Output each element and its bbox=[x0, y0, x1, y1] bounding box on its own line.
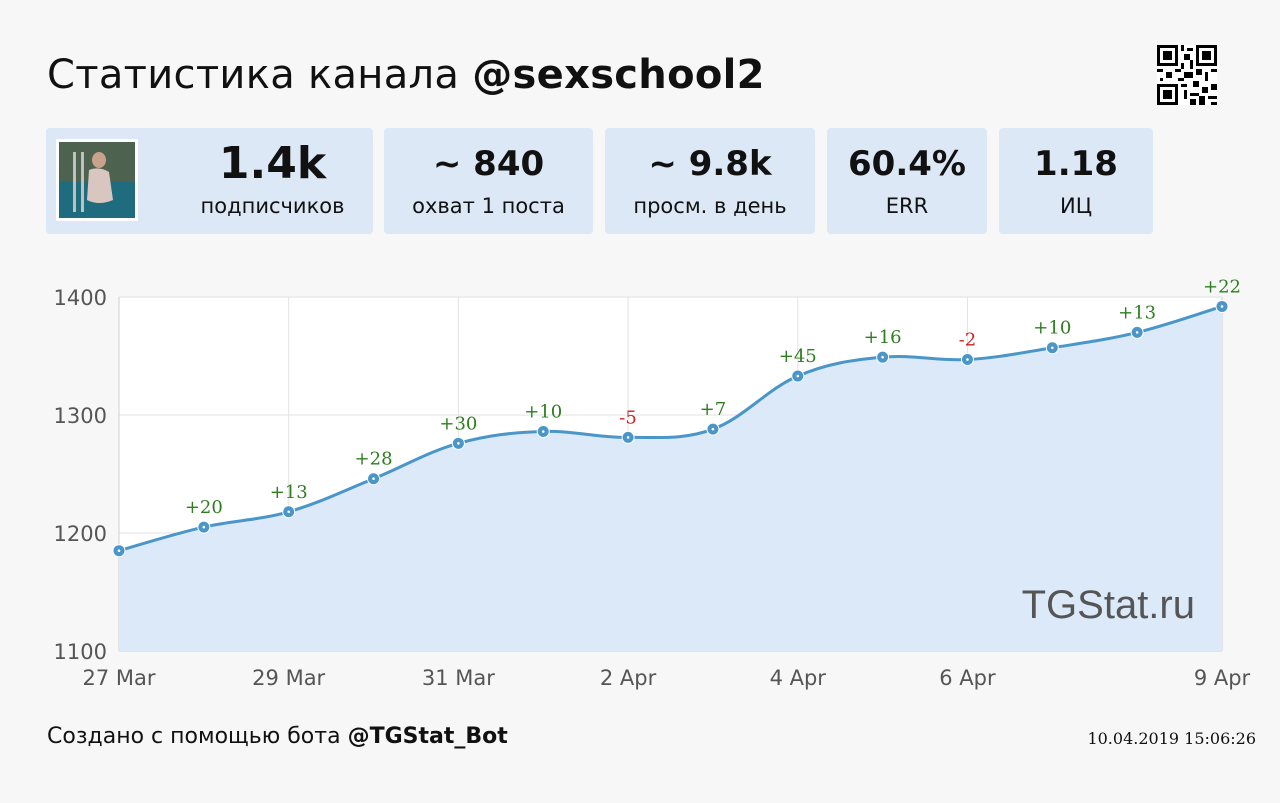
x-tick-label: 4 Apr bbox=[770, 666, 827, 690]
point-change-label: +13 bbox=[270, 482, 308, 503]
point-change-label: +28 bbox=[355, 449, 393, 470]
channel-name: @sexschool2 bbox=[472, 52, 765, 98]
chart-area-fill bbox=[119, 306, 1222, 651]
point-change-label: -5 bbox=[619, 407, 637, 428]
y-tick-label: 1300 bbox=[54, 404, 107, 428]
data-point-center bbox=[457, 442, 460, 445]
x-tick-label: 31 Mar bbox=[422, 666, 495, 690]
data-point-center bbox=[117, 549, 121, 552]
data-point-center bbox=[541, 430, 545, 433]
x-tick-label: 2 Apr bbox=[600, 666, 657, 690]
chart-point-labels: +20 +13 +28 +30 +10 -5 +7 +45 +16 -2 +10 +13 +22 bbox=[185, 276, 1241, 518]
tgstat-watermark: TGStat.ru bbox=[1022, 583, 1195, 627]
point-change-label: +16 bbox=[864, 327, 902, 348]
reach-value: ~ 840 bbox=[432, 144, 545, 184]
data-point-center bbox=[287, 510, 290, 514]
avatar-image bbox=[59, 142, 135, 218]
chart-y-ticks: 1100 1200 1300 1400 bbox=[54, 286, 107, 664]
footer-timestamp: 10.04.2019 15:06:26 bbox=[1087, 729, 1256, 748]
footer-bot-link[interactable]: @TGStat_Bot bbox=[347, 724, 508, 749]
views-value: ~ 9.8k bbox=[648, 144, 772, 184]
footer-credit: Создано с помощью бота @TGStat_Bot bbox=[47, 724, 508, 749]
data-point-center bbox=[372, 477, 375, 481]
point-change-label: +22 bbox=[1203, 276, 1241, 297]
ic-card: 1.18 ИЦ bbox=[999, 128, 1153, 234]
err-card: 60.4% ERR bbox=[827, 128, 987, 234]
y-tick-label: 1100 bbox=[54, 640, 107, 664]
y-tick-label: 1400 bbox=[54, 286, 107, 310]
data-point-center bbox=[1135, 331, 1139, 334]
subscribers-card: 1.4k подписчиков bbox=[46, 128, 373, 234]
data-point-center bbox=[881, 355, 884, 359]
point-change-label: +10 bbox=[524, 402, 562, 423]
point-change-label: +7 bbox=[700, 399, 727, 420]
data-point-center bbox=[626, 436, 630, 439]
err-value: 60.4% bbox=[848, 144, 966, 184]
x-tick-label: 29 Mar bbox=[252, 666, 325, 690]
point-change-label: +20 bbox=[185, 497, 223, 518]
point-change-label: +10 bbox=[1033, 318, 1071, 339]
data-point-center bbox=[966, 358, 969, 361]
qr-code-icon bbox=[1157, 45, 1217, 105]
data-point-center bbox=[202, 525, 206, 529]
x-tick-label: 27 Mar bbox=[82, 666, 155, 690]
subscribers-chart: +20 +13 +28 +30 +10 -5 +7 +45 +16 -2 +10 +13 +22 110… bbox=[54, 276, 1251, 690]
point-change-label: +13 bbox=[1118, 302, 1156, 323]
footer-prefix: Создано с помощью бота bbox=[47, 724, 341, 749]
ic-value: 1.18 bbox=[1034, 144, 1118, 184]
data-point-center bbox=[1051, 346, 1054, 350]
point-change-label: +30 bbox=[439, 413, 477, 434]
page-title: Статистика канала @sexschool2 bbox=[47, 52, 765, 98]
y-tick-label: 1200 bbox=[54, 522, 107, 546]
channel-avatar bbox=[56, 139, 138, 221]
reach-card: ~ 840 охват 1 поста bbox=[384, 128, 593, 234]
ic-label: ИЦ bbox=[1059, 194, 1092, 218]
chart-x-ticks: 27 Mar 29 Mar 31 Mar 2 Apr 4 Apr 6 Apr 9 Apr bbox=[82, 666, 1250, 690]
views-card: ~ 9.8k просм. в день bbox=[605, 128, 815, 234]
chart-points bbox=[112, 299, 1229, 558]
x-tick-label: 6 Apr bbox=[939, 666, 996, 690]
x-tick-label: 9 Apr bbox=[1194, 666, 1251, 690]
reach-label: охват 1 поста bbox=[412, 194, 565, 218]
views-label: просм. в день bbox=[633, 194, 787, 218]
chart-line bbox=[118, 305, 1223, 553]
data-point-center bbox=[711, 427, 715, 431]
point-change-label: +45 bbox=[779, 346, 817, 367]
err-label: ERR bbox=[885, 194, 929, 218]
subscribers-value: 1.4k bbox=[218, 138, 327, 189]
data-point-center bbox=[796, 374, 800, 378]
data-point-center bbox=[1220, 305, 1224, 308]
subscribers-label: подписчиков bbox=[200, 194, 345, 218]
point-change-label: -2 bbox=[959, 330, 977, 351]
title-prefix: Статистика канала bbox=[47, 52, 460, 98]
